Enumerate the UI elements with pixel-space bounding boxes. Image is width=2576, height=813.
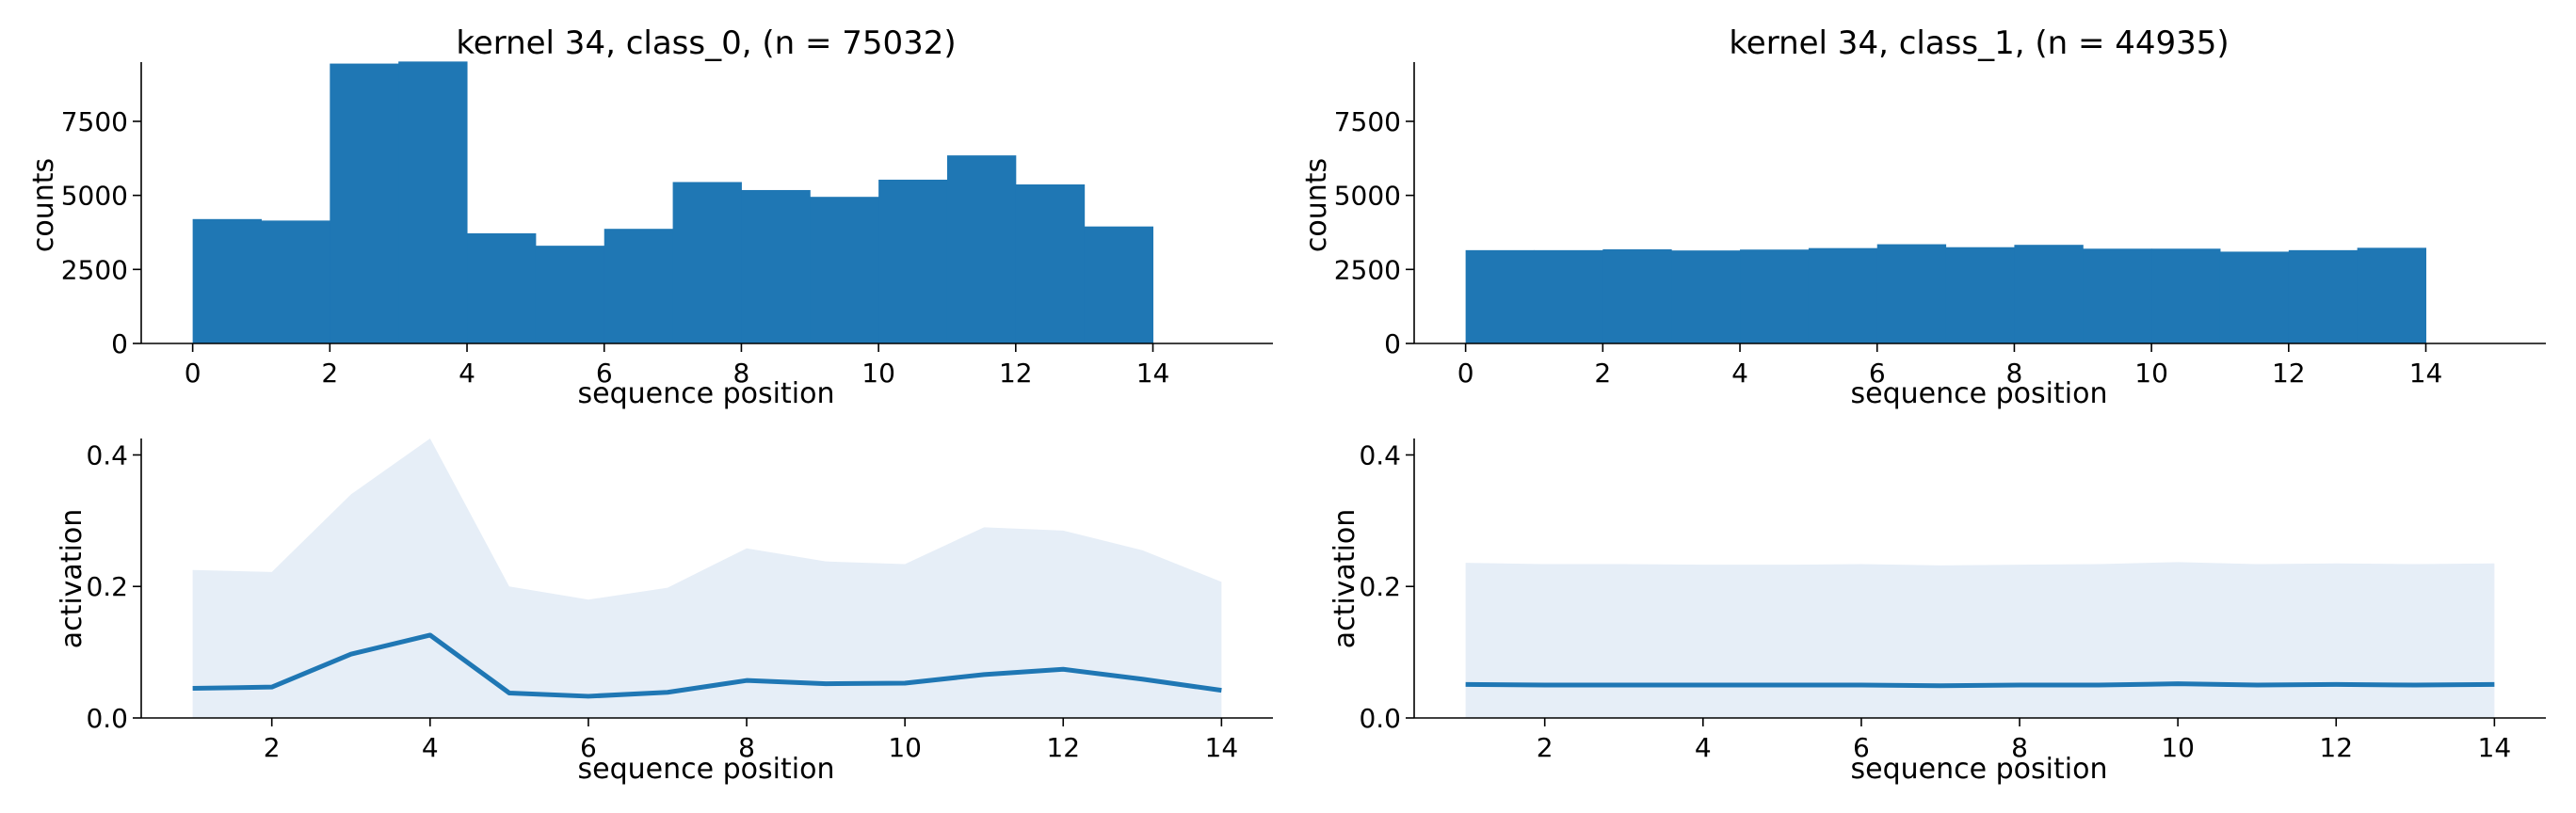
x-axis-label: sequence position <box>578 753 835 786</box>
x-axis-label: sequence position <box>1851 753 2108 786</box>
histogram-bar <box>1945 247 2015 343</box>
y-axis-label: counts <box>1300 158 1333 252</box>
x-tick-label: 6 <box>596 358 613 389</box>
y-axis-label: counts <box>27 158 60 252</box>
histogram-bar <box>810 197 879 343</box>
y-tick-label: 0 <box>1384 328 1401 359</box>
x-tick-label: 8 <box>738 732 755 763</box>
histogram-bar <box>1084 226 1154 343</box>
y-axis-label: activation <box>56 509 89 649</box>
y-tick-label: 0.0 <box>1359 703 1401 734</box>
x-tick-label: 8 <box>2006 358 2023 389</box>
x-tick-label: 8 <box>2011 732 2028 763</box>
x-tick-label: 10 <box>888 732 922 763</box>
x-tick-label: 4 <box>1731 358 1748 389</box>
histogram-bar <box>2288 249 2359 343</box>
y-tick-label: 0.2 <box>86 571 128 602</box>
activation-mean-line <box>192 632 1222 699</box>
chart-title: kernel 34, class_1, (n = 44935) <box>1729 24 2229 62</box>
y-tick-label: 7500 <box>61 106 128 137</box>
x-tick-label: 4 <box>459 358 475 389</box>
x-tick-label: 14 <box>1136 358 1170 389</box>
y-tick-label: 0.2 <box>1359 571 1401 602</box>
histogram-bar <box>1015 183 1086 343</box>
histogram-class-0: kernel 34, class_0, (n = 75032) 0 2 4 6 8 10 1… <box>27 24 1273 410</box>
y-axis-label: activation <box>1328 509 1361 649</box>
bar-plot-area: 0 2 4 6 8 10 12 14 0 2500 5000 7500 <box>61 61 1273 389</box>
y-tick-label: 7500 <box>1334 106 1401 137</box>
activation-mean-line <box>1465 681 2495 689</box>
x-tick-label: 6 <box>580 732 597 763</box>
x-tick-label: 14 <box>1205 732 1239 763</box>
activation-class-1: 2 4 6 8 10 12 14 0.0 0.2 0.4 sequence position ac… <box>1328 438 2546 786</box>
x-tick-label: 12 <box>999 358 1033 389</box>
histogram-bar <box>261 220 330 343</box>
histogram-bar <box>192 218 262 343</box>
x-tick-label: 6 <box>1853 732 1870 763</box>
activation-band <box>192 438 1222 718</box>
y-tick-label: 5000 <box>1334 181 1401 212</box>
y-tick-label: 2500 <box>1334 254 1401 285</box>
area-plot-area: 2 4 6 8 10 12 14 0.0 0.2 0.4 <box>86 438 1273 763</box>
histogram-bar <box>2151 248 2221 343</box>
x-tick-label: 4 <box>422 732 439 763</box>
x-tick-label: 0 <box>185 358 201 389</box>
y-tick-label: 0.4 <box>1359 439 1401 470</box>
y-tick-label: 0.0 <box>86 703 128 734</box>
histogram-bar <box>2083 248 2152 343</box>
histogram-bar <box>467 232 537 343</box>
x-tick-label: 14 <box>2478 732 2512 763</box>
area-plot-area: 2 4 6 8 10 12 14 0.0 0.2 0.4 <box>1359 438 2546 763</box>
histogram-bar <box>1671 250 1741 343</box>
bar-plot-area: 0 2 4 6 8 10 12 14 0 2500 5000 7500 <box>1334 62 2546 389</box>
x-tick-label: 2 <box>321 358 338 389</box>
y-tick-label: 2500 <box>61 254 128 285</box>
histogram-bar <box>946 155 1017 343</box>
x-axis-label: sequence position <box>1851 377 2108 410</box>
histogram-bar <box>1534 249 1603 343</box>
x-tick-label: 4 <box>1695 732 1712 763</box>
histogram-bar <box>1808 247 1878 343</box>
x-tick-label: 0 <box>1457 358 1474 389</box>
y-tick-label: 5000 <box>61 181 128 212</box>
histogram-bar <box>604 229 674 343</box>
histogram-bar <box>1602 248 1672 343</box>
x-tick-label: 12 <box>1046 732 1080 763</box>
histogram-bar <box>2219 251 2290 343</box>
histogram-bar <box>1465 249 1535 343</box>
histogram-bar <box>398 61 468 343</box>
histogram-bar <box>1876 244 1947 343</box>
chart-title: kernel 34, class_0, (n = 75032) <box>456 24 956 62</box>
histogram-bar <box>2014 245 2084 343</box>
x-tick-label: 12 <box>2272 358 2306 389</box>
x-tick-label: 6 <box>1869 358 1886 389</box>
histogram-bar <box>741 189 811 343</box>
activation-class-0: 2 4 6 8 10 12 14 0.0 0.2 0.4 sequence position ac… <box>56 438 1273 786</box>
histogram-class-1: kernel 34, class_1, (n = 44935) 0 2 4 6 8 10 1… <box>1300 24 2546 410</box>
x-tick-label: 14 <box>2409 358 2443 389</box>
x-tick-label: 2 <box>264 732 281 763</box>
y-tick-label: 0 <box>111 328 128 359</box>
activation-band <box>1465 562 2495 718</box>
histogram-bar <box>330 63 399 344</box>
histogram-bar <box>672 182 742 343</box>
y-tick-label: 0.4 <box>86 439 128 470</box>
histogram-bar <box>535 246 605 343</box>
histogram-bar <box>878 179 948 343</box>
x-axis-label: sequence position <box>578 377 835 410</box>
x-tick-label: 2 <box>1594 358 1611 389</box>
x-tick-label: 10 <box>861 358 895 389</box>
histogram-bar <box>2357 247 2427 343</box>
x-tick-label: 2 <box>1537 732 1554 763</box>
histogram-bar <box>1740 249 1810 343</box>
x-tick-label: 10 <box>2134 358 2168 389</box>
x-tick-label: 12 <box>2319 732 2353 763</box>
x-tick-label: 8 <box>733 358 750 389</box>
x-tick-label: 10 <box>2161 732 2195 763</box>
